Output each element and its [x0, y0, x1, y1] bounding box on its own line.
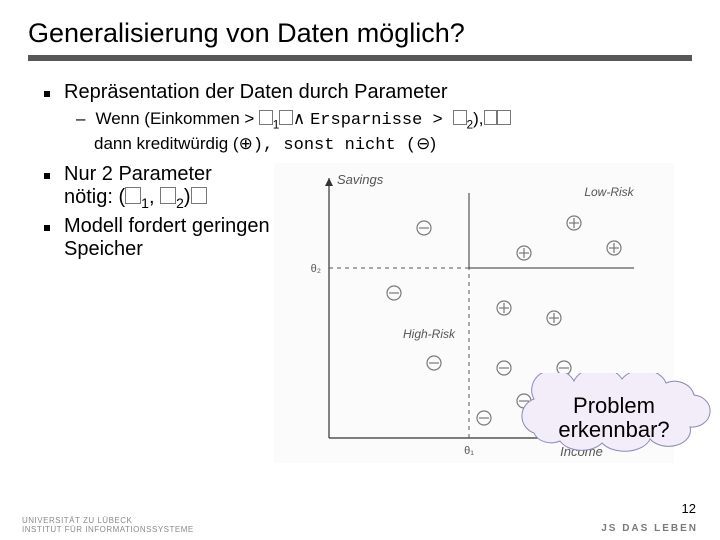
bullet-dot-icon — [44, 225, 50, 231]
callout-line1: Problem — [504, 394, 720, 418]
footer-left: UNIVERSITÄT ZU LÜBECK INSTITUT FÜR INFOR… — [22, 516, 194, 534]
bullet-1-text: Repräsentation der Daten durch Parameter — [64, 81, 448, 104]
txt: ), — [473, 109, 483, 128]
placeholder-icon — [191, 187, 207, 204]
plus-symbol: ⊕ — [239, 134, 253, 153]
placeholder-icon — [453, 110, 467, 124]
page-number: 12 — [682, 501, 696, 516]
svg-text:High-Risk: High-Risk — [403, 327, 456, 341]
bullet-3-text: Modell fordert geringen Speicher — [64, 215, 274, 261]
sub2: 2 — [176, 195, 184, 211]
footer-left-line2: INSTITUT FÜR INFORMATIONSSYSTEME — [22, 525, 194, 534]
footer-left-line1: UNIVERSITÄT ZU LÜBECK — [22, 516, 194, 525]
bullet-dot-icon — [44, 91, 50, 97]
footer-right: JS DAS LEBEN — [601, 523, 698, 534]
txt: ) — [430, 134, 436, 153]
footer: UNIVERSITÄT ZU LÜBECK INSTITUT FÜR INFOR… — [0, 516, 720, 534]
bullet-2-line2: nötig: ( 1, 2) — [64, 186, 207, 208]
problem-callout: Problem erkennbar? — [504, 373, 720, 463]
bullet-2: Nur 2 Parameter nötig: ( 1, 2) — [34, 163, 274, 211]
txt: nötig: ( — [64, 186, 125, 208]
placeholder-icon — [160, 187, 176, 204]
bullet-1-sub: – Wenn (Einkommen > 1∧ Ersparnisse > 2), — [76, 108, 692, 132]
txt: ), sonst nicht ( — [253, 136, 416, 155]
txt: Ersparnisse > — [310, 111, 453, 130]
placeholder-icon — [497, 110, 511, 124]
and-symbol: ∧ — [293, 109, 305, 128]
dash-icon: – — [76, 108, 85, 129]
scatter-chart: IncomeSavingsθ₁θ₂Low-RiskHigh-Risk Probl… — [274, 163, 692, 473]
bullet-dot-icon — [44, 173, 50, 179]
placeholder-icon — [484, 110, 498, 124]
placeholder-icon — [259, 110, 273, 124]
svg-text:θ₂: θ₂ — [311, 263, 321, 275]
bullet-1: Repräsentation der Daten durch Parameter — [34, 81, 692, 104]
txt: Wenn (Einkommen > — [95, 109, 259, 128]
bullet-3: Modell fordert geringen Speicher — [34, 215, 274, 261]
sub1: 1 — [273, 117, 280, 131]
title-rule — [28, 55, 692, 61]
svg-text:θ₁: θ₁ — [464, 445, 474, 457]
placeholder-icon — [279, 110, 293, 124]
minus-symbol: ⊖ — [416, 134, 430, 153]
bullet-1-sub-line2: dann kreditwürdig (⊕), sonst nicht (⊖) — [94, 134, 692, 155]
callout-line2: erkennbar? — [504, 418, 720, 442]
placeholder-icon — [125, 187, 141, 204]
txt: , — [149, 186, 160, 208]
txt: dann kreditwürdig ( — [94, 134, 239, 153]
svg-text:Low-Risk: Low-Risk — [584, 185, 634, 199]
bullet-2-line1: Nur 2 Parameter — [64, 163, 212, 185]
svg-text:Savings: Savings — [337, 172, 384, 187]
sub1: 1 — [141, 195, 149, 211]
bullet-1-sub-text: Wenn (Einkommen > 1∧ Ersparnisse > 2), — [95, 108, 510, 132]
slide-title: Generalisierung von Daten möglich? — [28, 18, 692, 49]
txt: ) — [184, 186, 191, 208]
